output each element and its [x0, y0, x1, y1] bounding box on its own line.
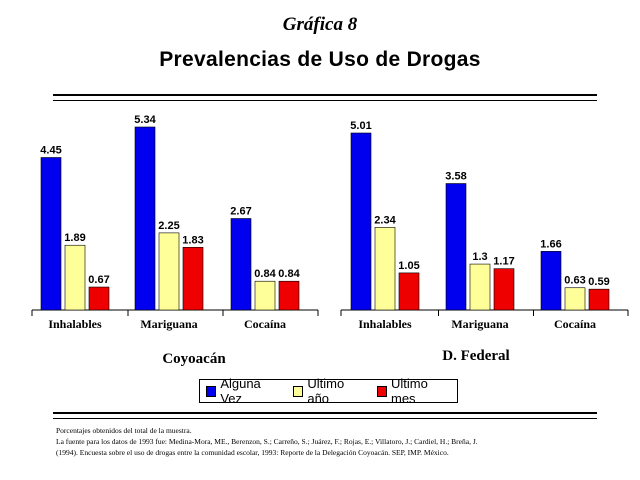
footnote: Porcentajes obtenidos del total de la mu… — [56, 425, 616, 458]
category-label: Inhalables — [358, 317, 412, 331]
data-label: 0.63 — [564, 275, 585, 287]
data-label: 1.17 — [493, 256, 514, 268]
bar-ultimo-mes — [493, 268, 515, 311]
footnote-line: (1994). Encuesta sobre el uso de drogas … — [56, 448, 449, 457]
panel-title: D. Federal — [442, 348, 509, 364]
data-label: 0.59 — [588, 276, 609, 288]
legend-item-alguna-vez: Alguna Vez — [206, 376, 281, 406]
legend-item-ultimo-mes: Ultimo mes — [376, 376, 451, 406]
legend-item-ultimo-ano: Ultimo año — [293, 376, 365, 406]
data-label: 1.3 — [472, 251, 487, 263]
data-label: 0.84 — [254, 268, 276, 280]
data-label: 1.89 — [64, 232, 85, 244]
data-label: 5.34 — [134, 114, 156, 126]
legend-swatch-alguna-vez — [206, 385, 217, 397]
data-label: 2.25 — [158, 220, 179, 232]
legend-label: Ultimo mes — [391, 376, 428, 406]
top-divider — [53, 94, 597, 101]
data-label: 1.83 — [182, 234, 203, 246]
data-label: 0.67 — [88, 274, 109, 286]
legend: Alguna Vez Ultimo año Ultimo mes — [199, 376, 458, 406]
bar-ultimo-mes — [278, 280, 300, 311]
data-label: 1.66 — [540, 238, 561, 250]
bar-alguna-vez — [350, 132, 372, 311]
category-label: Mariguana — [451, 317, 508, 331]
chart-subtitle: Gráfica 8 — [282, 14, 358, 35]
data-label: 4.45 — [40, 145, 61, 157]
bar-ultimo-mes — [588, 288, 610, 311]
bar-alguna-vez — [540, 251, 562, 311]
bar-alguna-vez — [445, 183, 467, 311]
bar-chart: 4.45 1.89 0.67 Inhalables 5.34 2.251.83 Marigu… — [31, 114, 629, 367]
data-label: 1.05 — [398, 260, 419, 272]
bar-ultimo-ano — [469, 263, 491, 311]
panel-title: Coyoacán — [162, 351, 226, 367]
bar-ultimo-mes — [88, 286, 110, 311]
bar-alguna-vez — [40, 157, 62, 311]
bar-ultimo-mes — [182, 246, 204, 311]
bar-ultimo-ano — [564, 287, 586, 311]
data-label: 0.84 — [278, 268, 300, 280]
data-label: 2.67 — [230, 206, 251, 218]
data-label: 3.58 — [445, 171, 466, 183]
data-label: 5.01 — [350, 120, 371, 132]
footnote-line: La fuente para los datos de 1993 fue: Me… — [56, 437, 478, 446]
bar-ultimo-ano — [254, 280, 276, 311]
bottom-divider — [53, 412, 597, 419]
category-label: Cocaína — [244, 317, 286, 331]
bar-ultimo-ano — [158, 232, 180, 311]
legend-swatch-ultimo-mes — [376, 385, 387, 397]
footnote-line: Porcentajes obtenidos del total de la mu… — [56, 426, 192, 435]
chart-title: Prevalencias de Uso de Drogas — [159, 48, 481, 71]
data-label: 2.34 — [374, 214, 396, 226]
category-label: Cocaína — [554, 317, 596, 331]
category-label: Inhalables — [48, 317, 102, 331]
bar-ultimo-ano — [374, 227, 396, 311]
bar-alguna-vez — [134, 126, 156, 311]
legend-label: Ultimo año — [307, 376, 345, 406]
bar-ultimo-mes — [398, 272, 420, 311]
bar-alguna-vez — [230, 218, 252, 311]
legend-swatch-ultimo-ano — [293, 385, 304, 397]
category-label: Mariguana — [140, 317, 197, 331]
legend-label: Alguna Vez — [220, 376, 261, 406]
bar-ultimo-ano — [64, 244, 86, 311]
